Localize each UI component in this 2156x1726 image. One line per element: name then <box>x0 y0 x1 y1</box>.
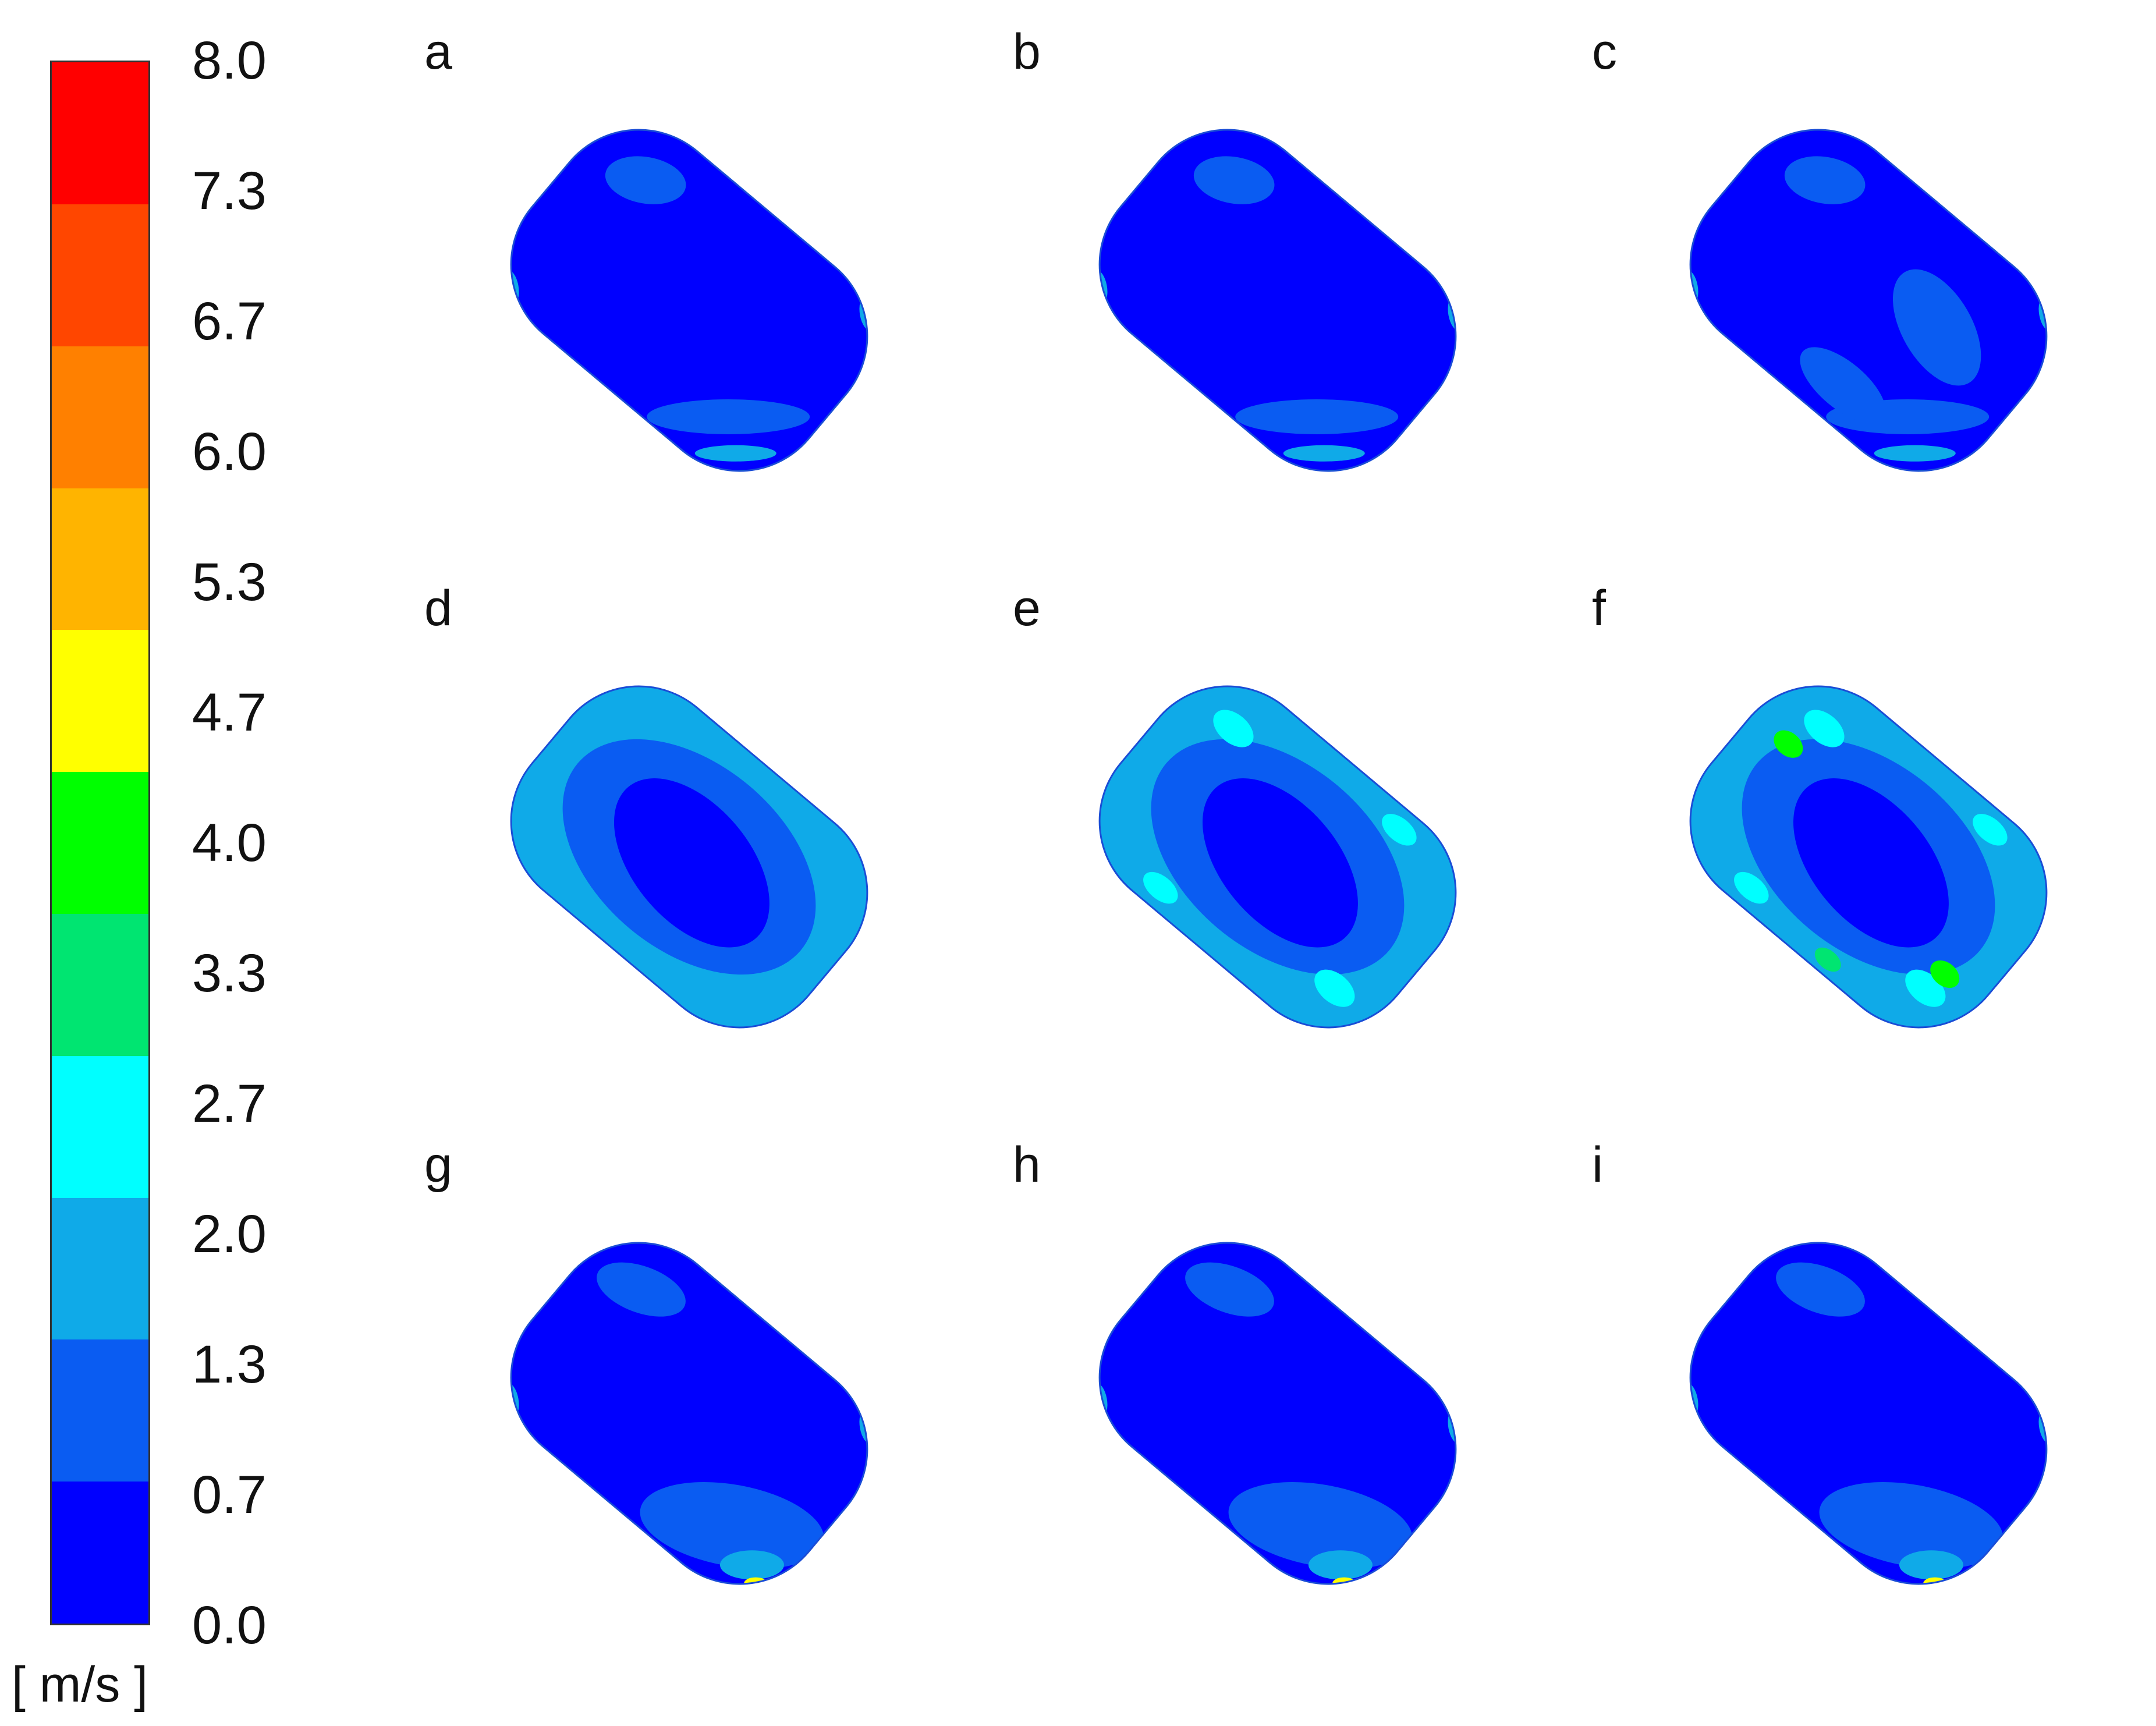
contour-region <box>1819 1482 2003 1569</box>
contour-region <box>1308 1550 1373 1580</box>
legend-tick-label: 8.0 <box>192 31 267 90</box>
contour-region <box>1800 347 1886 424</box>
vessel-body <box>1653 93 2084 508</box>
legend-tick-label: 0.0 <box>192 1596 267 1655</box>
contour-panel-i <box>1653 1206 2084 1621</box>
contour-panel-b <box>1062 93 1493 508</box>
contour-panel-a <box>474 93 905 508</box>
legend-tick-label: 2.7 <box>192 1074 267 1133</box>
legend-band-4 <box>52 913 148 1056</box>
contour-region <box>647 399 810 434</box>
legend-tick-label: 4.0 <box>192 813 267 873</box>
panel-label-e: e <box>1013 580 1041 636</box>
contour-region <box>1776 1262 1865 1317</box>
vessel-outline <box>1689 1242 2048 1585</box>
contour-region <box>605 156 686 204</box>
contour-panel-f <box>1653 649 2084 1065</box>
legend-tick-label: 4.7 <box>192 683 267 742</box>
panel-label-b: b <box>1013 24 1041 80</box>
legend-band-3 <box>52 1055 148 1198</box>
vessel-outline <box>1098 129 1457 472</box>
legend-tick-label: 2.0 <box>192 1204 267 1264</box>
panel-label-h: h <box>1013 1137 1041 1193</box>
panel-label-d: d <box>424 580 452 636</box>
vessel-outline <box>510 1242 868 1585</box>
contour-region <box>1228 1482 1413 1569</box>
contour-region <box>1774 730 1803 758</box>
panel-label-f: f <box>1592 580 1606 636</box>
vessel-body <box>474 93 905 508</box>
legend-unit-label: [ m/s ] <box>12 1657 148 1713</box>
contour-panel-h <box>1062 1206 1493 1621</box>
contour-region <box>1314 969 1355 1007</box>
vessel-body <box>1062 1206 1493 1621</box>
contour-panel-d <box>474 649 905 1065</box>
panel-label-g: g <box>424 1137 452 1193</box>
vessel-body <box>1062 93 1493 508</box>
legend-tick-label: 5.3 <box>192 552 267 612</box>
legend-band-7 <box>52 488 148 630</box>
legend-tick-label: 1.3 <box>192 1335 267 1394</box>
legend-band-9 <box>52 204 148 346</box>
legend-band-2 <box>52 1197 148 1340</box>
contour-region <box>1382 814 1417 846</box>
panel-label-i: i <box>1592 1137 1604 1193</box>
contour-region <box>1202 778 1358 948</box>
legend-band-8 <box>52 346 148 488</box>
contour-region <box>1814 947 1841 972</box>
legend-tick-label: 6.7 <box>192 292 267 351</box>
contour-panel-g <box>474 1206 905 1621</box>
legend-tick-label: 7.3 <box>192 161 267 221</box>
vessel-outline <box>510 129 868 472</box>
contour-region <box>1283 445 1365 462</box>
color-legend-bar <box>50 61 150 1625</box>
contour-region <box>1734 871 1769 904</box>
contour-region <box>640 1482 824 1569</box>
contour-region <box>597 1262 686 1317</box>
legend-tick-label: 0.7 <box>192 1465 267 1525</box>
contour-region <box>1213 710 1254 747</box>
legend-band-0 <box>52 1482 148 1624</box>
panel-label-a: a <box>424 24 452 80</box>
contour-region <box>1193 156 1275 204</box>
contour-region <box>614 778 770 948</box>
legend-band-1 <box>52 1339 148 1482</box>
contour-region <box>719 1550 784 1580</box>
vessel-outline <box>1098 685 1457 1029</box>
contour-region <box>1930 960 1960 988</box>
contour-region <box>1973 814 2008 846</box>
contour-region <box>1874 445 1956 462</box>
contour-panel-e <box>1062 649 1493 1065</box>
legend-band-10 <box>52 62 148 204</box>
contour-region <box>1235 399 1399 434</box>
contour-panel-c <box>1653 93 2084 508</box>
contour-region <box>1804 710 1845 747</box>
contour-region <box>1899 1550 1963 1580</box>
panel-label-c: c <box>1592 24 1617 80</box>
contour-region <box>694 445 776 462</box>
vessel-body <box>1653 1206 2084 1621</box>
legend-tick-label: 6.0 <box>192 422 267 481</box>
contour-region <box>1185 1262 1274 1317</box>
legend-tick-label: 3.3 <box>192 944 267 1003</box>
legend-band-6 <box>52 630 148 772</box>
vessel-outline <box>1689 129 2048 472</box>
vessel-outline <box>1689 685 2048 1029</box>
contour-region <box>1892 269 1981 386</box>
vessel-body <box>474 1206 905 1621</box>
vessel-outline <box>510 685 868 1029</box>
vessel-outline <box>1098 1242 1457 1585</box>
contour-region <box>1143 871 1178 904</box>
legend-band-5 <box>52 772 148 914</box>
contour-region <box>1793 778 1949 948</box>
contour-region <box>1784 156 1866 204</box>
